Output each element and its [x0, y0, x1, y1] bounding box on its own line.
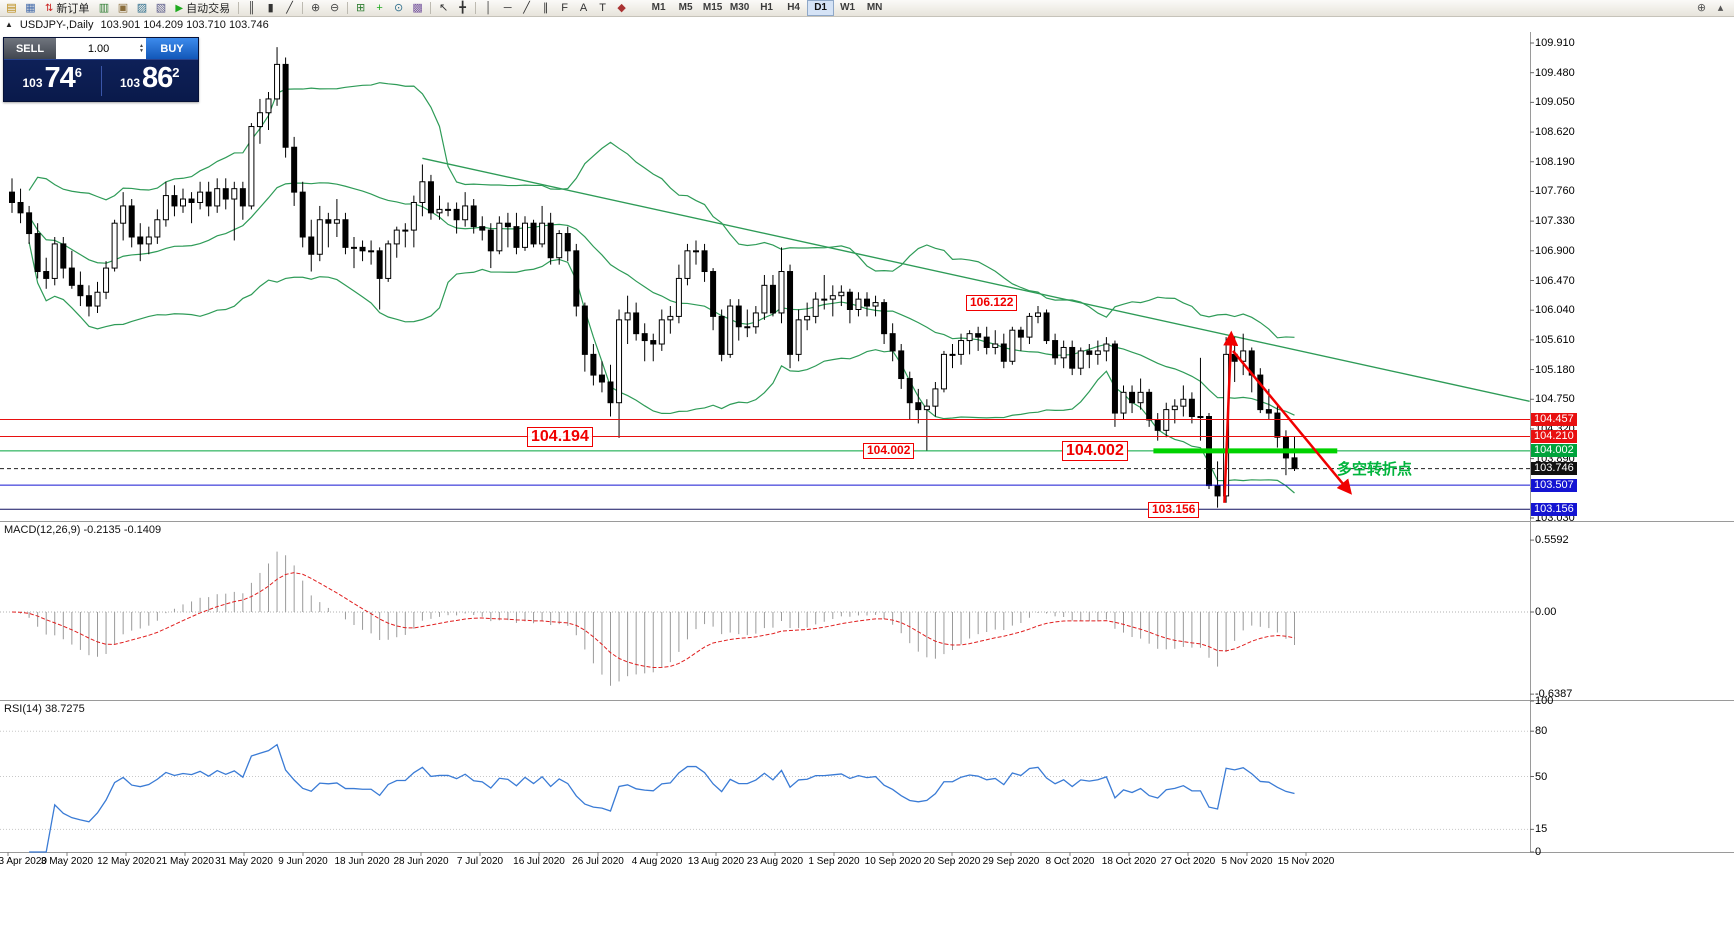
chart-title-symbol: USDJPY-,Daily	[19, 18, 94, 31]
toolbar-separator	[347, 2, 349, 14]
price-callout[interactable]: 103.156	[1148, 502, 1200, 518]
indicators-icon[interactable]: +	[376, 1, 383, 14]
text-icon[interactable]: A	[579, 1, 588, 14]
trade-controls-row: SELL 1.00 ▲ ▼ BUY	[4, 38, 198, 60]
data-window-icon[interactable]: ▣	[117, 1, 129, 14]
price-marker-103.507[interactable]: 103.507	[1531, 478, 1577, 492]
vertical-line-icon[interactable]: │	[485, 1, 493, 14]
text-label-icon[interactable]: T	[599, 1, 606, 14]
volume-spinner: ▲ ▼	[139, 42, 144, 54]
chart-title-bar: ▲ USDJPY-,Daily 103.901 104.209 103.710 …	[0, 17, 1734, 32]
trendline-icon[interactable]: ╱	[523, 1, 530, 14]
zoom-out-icon[interactable]: ⊖	[329, 1, 340, 14]
toolbar-separator	[475, 2, 477, 14]
price-callout[interactable]: 104.002	[1062, 441, 1128, 462]
chart-title-ohlc: 103.901 104.209 103.710 103.746	[100, 18, 269, 31]
buy-price-pip: 2	[172, 65, 180, 80]
tile-windows-icon[interactable]: ⊞	[355, 1, 366, 14]
volume-up-icon[interactable]: ▲	[139, 42, 144, 49]
new-order-button[interactable]: ⇅ 新订单	[40, 1, 94, 16]
toolbar-left-group: ▤ ▦ ⇅ 新订单 ▥ ▣ ▨ ▧ ▶ 自动交易 ║ ▮ ╱ ⊕ ⊖ ⊞ + ⊙ ▩ ↖ ╋ │ ─ ╱ ∥ F A T ◆	[2, 1, 631, 16]
market-watch-icon[interactable]: ▥	[98, 1, 110, 14]
price-divider	[100, 65, 102, 96]
sell-button[interactable]: SELL	[4, 38, 56, 59]
toolbar: ▤ ▦ ⇅ 新订单 ▥ ▣ ▨ ▧ ▶ 自动交易 ║ ▮ ╱ ⊕ ⊖ ⊞ + ⊙ ▩ ↖ ╋ │ ─ ╱ ∥ F A T ◆ M1 M5 M…	[0, 0, 1734, 17]
line-chart-icon[interactable]: ╱	[286, 1, 293, 14]
toolbar-separator	[302, 2, 304, 14]
timeframe-mn-button[interactable]: MN	[866, 2, 883, 13]
search-icon[interactable]: ⊕	[1696, 1, 1707, 14]
navigator-icon[interactable]: ▨	[136, 1, 148, 14]
price-marker-104.002[interactable]: 104.002	[1531, 444, 1577, 458]
price-marker-104.457[interactable]: 104.457	[1531, 412, 1577, 426]
timeframe-m5-button[interactable]: M5	[678, 2, 693, 13]
turning-point-label[interactable]: 多空转折点	[1337, 461, 1413, 478]
buy-price[interactable]: 103 86 2	[102, 64, 199, 97]
trade-prices-row: 103 74 6 103 86 2	[4, 60, 198, 101]
new-chart-icon[interactable]: ▤	[6, 1, 17, 14]
auto-trading-button-label: 自动交易	[186, 3, 231, 15]
collapse-toolbar-icon[interactable]: ▴	[1717, 1, 1724, 14]
trend-arrow-up[interactable]	[1223, 330, 1239, 503]
buy-button[interactable]: BUY	[146, 38, 198, 59]
crosshair-icon[interactable]: ╋	[459, 1, 466, 14]
bar-chart-icon[interactable]: ║	[247, 1, 256, 14]
auto-trading-button[interactable]: ▶ 自动交易	[170, 1, 235, 16]
toolbar-right-group: ⊕ ▴	[1692, 1, 1730, 16]
buy-price-prefix: 103	[119, 76, 141, 90]
sell-price-digits: 74	[44, 62, 76, 94]
price-callout[interactable]: 104.194	[527, 427, 593, 448]
auto-trading-button-icon: ▶	[175, 2, 184, 14]
timeframe-m15-button[interactable]: M15	[702, 2, 723, 13]
periods-icon[interactable]: ⊙	[393, 1, 404, 14]
rsi-line	[29, 743, 1295, 853]
price-marker-104.210[interactable]: 104.210	[1531, 430, 1577, 444]
volume-value: 1.00	[87, 42, 110, 55]
fibonacci-icon[interactable]: F	[561, 1, 568, 14]
macd-signal-line	[11, 572, 1295, 668]
bollinger-bands	[28, 82, 1295, 494]
toolbar-separator	[238, 2, 240, 14]
timeframe-w1-button[interactable]: W1	[840, 2, 856, 13]
one-click-trading-panel: SELL 1.00 ▲ ▼ BUY 103 74 6 103 86 2	[3, 37, 199, 102]
toolbar-separator	[430, 2, 432, 14]
volume-down-icon[interactable]: ▼	[139, 47, 144, 54]
rsi-label: RSI(14) 38.7275	[4, 703, 85, 715]
candlestick-chart-icon[interactable]: ▮	[267, 1, 274, 14]
zoom-in-icon[interactable]: ⊕	[310, 1, 321, 14]
sell-price-pip: 6	[74, 65, 83, 80]
volume-input[interactable]: 1.00 ▲ ▼	[56, 38, 146, 59]
price-callout[interactable]: 104.002	[863, 443, 915, 459]
candles	[9, 47, 1298, 508]
templates-icon[interactable]: ▩	[412, 1, 423, 14]
descending-trendline[interactable]	[422, 157, 1530, 403]
chart-icon: ▲	[5, 20, 13, 29]
timeframe-h4-button[interactable]: H4	[787, 2, 800, 13]
sell-price-prefix: 103	[22, 76, 43, 90]
timeframe-toolbar: M1 M5 M15 M30 H1 H4 D1 W1 MN	[645, 0, 888, 16]
sell-price[interactable]: 103 74 6	[4, 64, 101, 97]
timeframe-m1-button[interactable]: M1	[651, 2, 666, 13]
macd-histogram	[20, 551, 1295, 686]
new-order-button-icon: ⇅	[45, 2, 54, 14]
new-order-button-label: 新订单	[56, 3, 90, 15]
equidistant-channel-icon[interactable]: ∥	[542, 1, 549, 14]
price-marker-103.156[interactable]: 103.156	[1531, 502, 1577, 516]
terminal-icon[interactable]: ▧	[155, 1, 167, 14]
timeframe-m30-button[interactable]: M30	[729, 2, 750, 13]
cursor-icon[interactable]: ↖	[438, 1, 449, 14]
horizontal-line-icon[interactable]: ─	[503, 1, 512, 14]
buy-price-digits: 86	[142, 62, 173, 94]
chart-profiles-icon[interactable]: ▦	[25, 1, 36, 14]
price-marker-103.746[interactable]: 103.746	[1531, 462, 1577, 476]
price-callout[interactable]: 106.122	[966, 295, 1018, 311]
trend-arrow-down[interactable]	[1231, 350, 1352, 495]
macd-label: MACD(12,26,9) -0.2135 -0.1409	[4, 524, 162, 536]
timeframe-d1-button[interactable]: D1	[807, 0, 835, 16]
timeframe-h1-button[interactable]: H1	[760, 2, 773, 13]
arrows-icon[interactable]: ◆	[617, 1, 626, 14]
